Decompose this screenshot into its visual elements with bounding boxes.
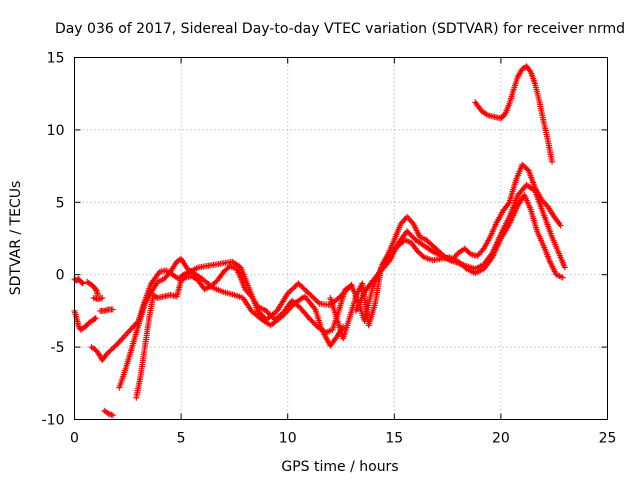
series-track: [327, 161, 564, 342]
data-points: [71, 63, 568, 419]
y-axis-label: SDTVAR / TECUs: [8, 181, 24, 296]
data-point-markers: [90, 294, 106, 303]
data-point-markers: [71, 276, 86, 287]
series-track: [101, 407, 116, 419]
plot-frame: [74, 57, 608, 420]
y-tick-label: -10: [42, 413, 65, 429]
x-tick-label: 15: [385, 431, 403, 447]
data-point-markers: [84, 278, 101, 298]
series-track: [71, 276, 86, 287]
y-tick-label: 10: [47, 123, 65, 139]
x-tick-label: 10: [279, 431, 297, 447]
x-axis-label: GPS time / hours: [281, 459, 398, 475]
data-point-markers: [352, 181, 568, 314]
data-point-markers: [133, 192, 566, 401]
data-point-markers: [327, 161, 564, 342]
series-track: [472, 63, 556, 165]
y-tick-label: 0: [56, 268, 65, 284]
data-point-markers: [71, 307, 99, 333]
series-track: [84, 278, 101, 298]
x-tick-label: 25: [599, 431, 617, 447]
data-point-markers: [472, 63, 556, 165]
data-point-markers: [97, 306, 116, 314]
grid: [74, 57, 608, 420]
x-tick-label: 5: [177, 431, 186, 447]
x-tick-label: 20: [492, 431, 510, 447]
y-tick-label: 5: [56, 195, 65, 211]
axis-ticks: 0 5 10 15 20 25 15 10 5 0 -5 -10: [42, 51, 617, 447]
x-tick-label: 0: [70, 431, 79, 447]
y-tick-label: -5: [51, 340, 65, 356]
series-track: [352, 181, 568, 314]
chart-title: Day 036 of 2017, Sidereal Day-to-day VTE…: [55, 21, 625, 37]
y-tick-label: 15: [47, 51, 65, 67]
series-track: [90, 294, 106, 303]
data-point-markers: [101, 407, 116, 419]
series-track: [133, 192, 566, 401]
series-track: [71, 307, 99, 333]
series-track: [97, 306, 116, 314]
